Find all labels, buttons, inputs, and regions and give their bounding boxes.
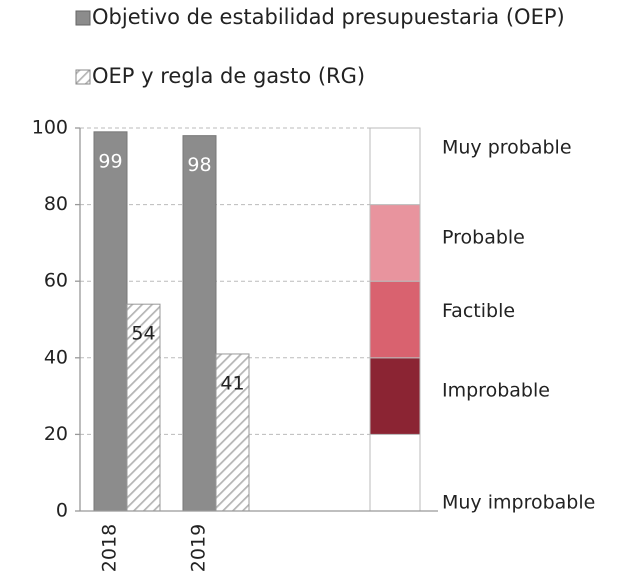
scale-band: [369, 204, 421, 282]
value-label: 98: [187, 154, 211, 176]
bar: [182, 135, 217, 512]
y-tick-label: 60: [44, 270, 68, 292]
y-tick-label: 40: [44, 346, 68, 368]
scale-band: [369, 433, 421, 512]
y-tick-label: 100: [32, 117, 68, 139]
x-tick-label: 2018: [99, 524, 121, 572]
legend-label: OEP y regla de gasto (RG): [92, 64, 365, 88]
scale-band: [369, 127, 421, 206]
value-label: 41: [220, 372, 244, 394]
legend-swatch: [75, 10, 91, 26]
y-tick-label: 80: [44, 193, 68, 215]
legend-label: Objetivo de estabilidad presupuestaria (…: [92, 5, 565, 29]
value-label: 54: [131, 323, 155, 345]
y-tick-label: 0: [56, 500, 68, 522]
scale-label: Improbable: [442, 380, 550, 402]
bar: [215, 353, 250, 512]
scale-label: Factible: [442, 300, 515, 322]
scale-label: Probable: [442, 226, 525, 248]
scale-label: Muy improbable: [442, 492, 595, 514]
scale-label: Muy probable: [442, 137, 572, 159]
y-tick-label: 20: [44, 423, 68, 445]
bar: [93, 131, 128, 512]
legend-swatch: [75, 69, 91, 85]
scale-band: [369, 280, 421, 359]
x-tick-label: 2019: [188, 524, 210, 572]
scale-band: [369, 357, 421, 435]
value-label: 99: [98, 150, 122, 172]
bar: [126, 303, 161, 512]
